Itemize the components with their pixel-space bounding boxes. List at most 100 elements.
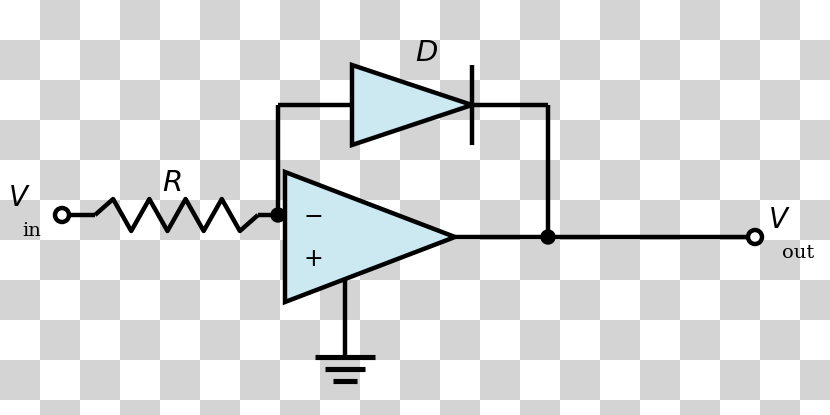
Bar bbox=[160, 80, 200, 120]
Bar bbox=[160, 320, 200, 360]
Bar bbox=[280, 320, 320, 360]
Bar bbox=[600, 80, 640, 120]
Bar bbox=[760, 120, 800, 160]
Bar bbox=[800, 240, 830, 280]
Bar bbox=[240, 360, 280, 400]
Bar bbox=[600, 280, 640, 320]
Bar bbox=[0, 0, 40, 40]
Bar bbox=[120, 400, 160, 415]
Circle shape bbox=[55, 208, 69, 222]
Bar bbox=[120, 160, 160, 200]
Bar bbox=[280, 280, 320, 320]
Bar bbox=[120, 360, 160, 400]
Bar bbox=[720, 320, 760, 360]
Bar bbox=[520, 320, 560, 360]
Bar bbox=[440, 80, 480, 120]
Bar bbox=[800, 280, 830, 320]
Bar bbox=[800, 200, 830, 240]
Bar bbox=[520, 200, 560, 240]
Bar bbox=[520, 240, 560, 280]
Bar bbox=[320, 120, 360, 160]
Bar bbox=[40, 0, 80, 40]
Bar bbox=[480, 280, 520, 320]
Bar bbox=[400, 80, 440, 120]
Bar bbox=[560, 240, 600, 280]
Bar bbox=[720, 400, 760, 415]
Bar bbox=[80, 80, 120, 120]
Bar bbox=[40, 240, 80, 280]
Bar bbox=[200, 160, 240, 200]
Text: $V$: $V$ bbox=[8, 185, 31, 212]
Bar bbox=[40, 120, 80, 160]
Bar bbox=[0, 120, 40, 160]
Bar bbox=[80, 40, 120, 80]
Bar bbox=[40, 320, 80, 360]
Bar bbox=[800, 40, 830, 80]
Bar bbox=[440, 400, 480, 415]
Bar bbox=[200, 80, 240, 120]
Bar bbox=[720, 80, 760, 120]
Bar bbox=[760, 240, 800, 280]
Bar bbox=[160, 160, 200, 200]
Bar bbox=[240, 200, 280, 240]
Bar bbox=[480, 0, 520, 40]
Bar bbox=[0, 200, 40, 240]
Bar bbox=[440, 240, 480, 280]
Bar bbox=[480, 200, 520, 240]
Bar bbox=[760, 0, 800, 40]
Bar bbox=[520, 360, 560, 400]
Text: $+$: $+$ bbox=[304, 247, 323, 271]
Bar bbox=[320, 280, 360, 320]
Bar bbox=[440, 200, 480, 240]
Bar bbox=[800, 120, 830, 160]
Bar bbox=[640, 160, 680, 200]
Bar bbox=[560, 360, 600, 400]
Bar bbox=[360, 0, 400, 40]
Bar bbox=[280, 200, 320, 240]
Bar bbox=[480, 320, 520, 360]
Bar bbox=[80, 160, 120, 200]
Bar bbox=[720, 200, 760, 240]
Bar bbox=[800, 320, 830, 360]
Bar bbox=[280, 80, 320, 120]
Bar bbox=[680, 80, 720, 120]
Bar bbox=[200, 400, 240, 415]
Bar bbox=[600, 120, 640, 160]
Bar bbox=[720, 40, 760, 80]
Bar bbox=[280, 240, 320, 280]
Bar bbox=[120, 320, 160, 360]
Bar bbox=[720, 280, 760, 320]
Bar bbox=[240, 240, 280, 280]
Bar bbox=[520, 80, 560, 120]
Text: in: in bbox=[22, 222, 41, 240]
Bar bbox=[480, 120, 520, 160]
Bar bbox=[720, 160, 760, 200]
Bar bbox=[400, 200, 440, 240]
Bar bbox=[240, 280, 280, 320]
Bar bbox=[200, 240, 240, 280]
Bar bbox=[520, 40, 560, 80]
Bar bbox=[480, 40, 520, 80]
Bar bbox=[360, 280, 400, 320]
Bar bbox=[280, 40, 320, 80]
Bar bbox=[280, 400, 320, 415]
Bar bbox=[560, 400, 600, 415]
Bar bbox=[80, 280, 120, 320]
Bar bbox=[600, 160, 640, 200]
Bar bbox=[440, 160, 480, 200]
Bar bbox=[200, 320, 240, 360]
Bar bbox=[360, 360, 400, 400]
Bar bbox=[800, 80, 830, 120]
Bar bbox=[480, 240, 520, 280]
Circle shape bbox=[748, 230, 762, 244]
Bar bbox=[360, 240, 400, 280]
Bar bbox=[480, 160, 520, 200]
Bar bbox=[360, 320, 400, 360]
Bar bbox=[360, 400, 400, 415]
Bar bbox=[480, 360, 520, 400]
Bar bbox=[360, 200, 400, 240]
Bar bbox=[160, 240, 200, 280]
Bar bbox=[320, 0, 360, 40]
Bar bbox=[760, 160, 800, 200]
Bar bbox=[80, 0, 120, 40]
